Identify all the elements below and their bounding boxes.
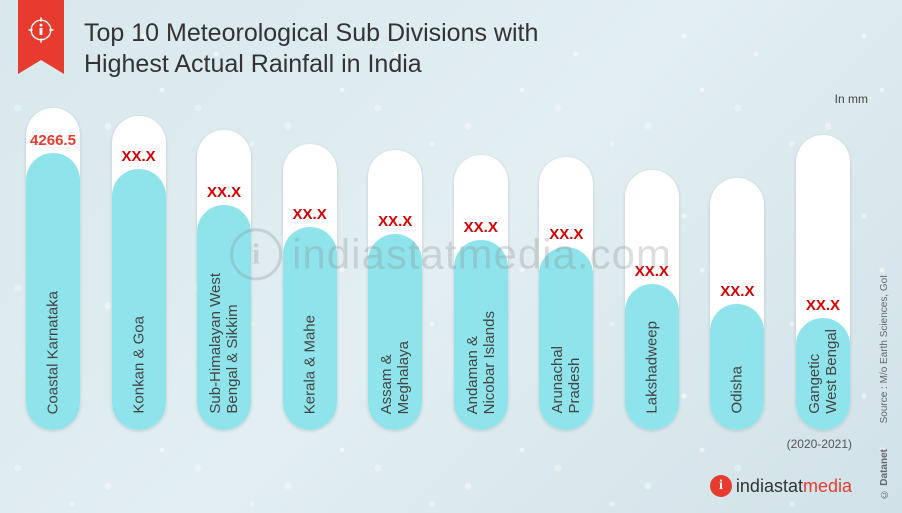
- chart-title: Top 10 Meteorological Sub Divisions with…: [84, 18, 538, 81]
- bar-value: XX.X: [806, 297, 840, 314]
- tube-wrap: XX.X Kerala & Mahe: [279, 100, 341, 430]
- tube-wrap: XX.X Sub-Himalayan West Bengal & Sikkim: [193, 100, 255, 430]
- bar-label: Konkan & Goa: [130, 316, 147, 414]
- tube-wrap: XX.X Odisha: [706, 100, 768, 430]
- tube-wrap: XX.X Andaman & Nicobar Islands: [450, 100, 512, 430]
- footer-logo: i indiastatmedia: [710, 475, 852, 497]
- tube-wrap: XX.X Assam & Meghalaya: [364, 100, 426, 430]
- bar-value: 4266.5: [30, 132, 76, 149]
- bar-label: Coastal Karnataka: [44, 291, 61, 414]
- footer-logo-icon: i: [710, 475, 732, 497]
- bar-label: Arunachal Pradesh: [549, 346, 584, 414]
- bar-value: XX.X: [635, 263, 669, 280]
- bar-label: Andaman & Nicobar Islands: [463, 311, 498, 414]
- bar-value: XX.X: [121, 148, 155, 165]
- bar-value: XX.X: [293, 206, 327, 223]
- bar-label: Lakshadweep: [643, 321, 660, 414]
- bar-label: Assam & Meghalaya: [378, 341, 413, 414]
- bar-label: Odisha: [729, 366, 746, 414]
- ribbon-badge: [18, 0, 64, 60]
- bar-label: Gangetic West Bengal: [806, 329, 841, 414]
- bar-value: XX.X: [378, 213, 412, 230]
- source-text: Source : M/o Earth Sciences, GoI: [879, 275, 890, 423]
- bar-value: XX.X: [207, 184, 241, 201]
- tube-wrap: XX.X Gangetic West Bengal: [792, 100, 854, 430]
- period-label: (2020-2021): [787, 437, 852, 451]
- bar-value: XX.X: [464, 219, 498, 236]
- tube-wrap: XX.X Lakshadweep: [621, 100, 683, 430]
- bar-label: Kerala & Mahe: [301, 315, 318, 414]
- footer-logo-text: indiastatmedia: [736, 476, 852, 497]
- info-target-icon: [27, 16, 55, 44]
- bar-value: XX.X: [549, 226, 583, 243]
- copyright-text: © Datanet: [879, 449, 890, 499]
- tube-wrap: XX.X Arunachal Pradesh: [535, 100, 597, 430]
- bar-value: XX.X: [720, 283, 754, 300]
- tube-wrap: XX.X Konkan & Goa: [108, 100, 170, 430]
- bar-label: Sub-Himalayan West Bengal & Sikkim: [207, 273, 242, 414]
- tube-wrap: 4266.5 Coastal Karnataka: [22, 100, 84, 430]
- rainfall-chart: 4266.5Coastal KarnatakaXX.XKonkan & GoaX…: [22, 100, 854, 430]
